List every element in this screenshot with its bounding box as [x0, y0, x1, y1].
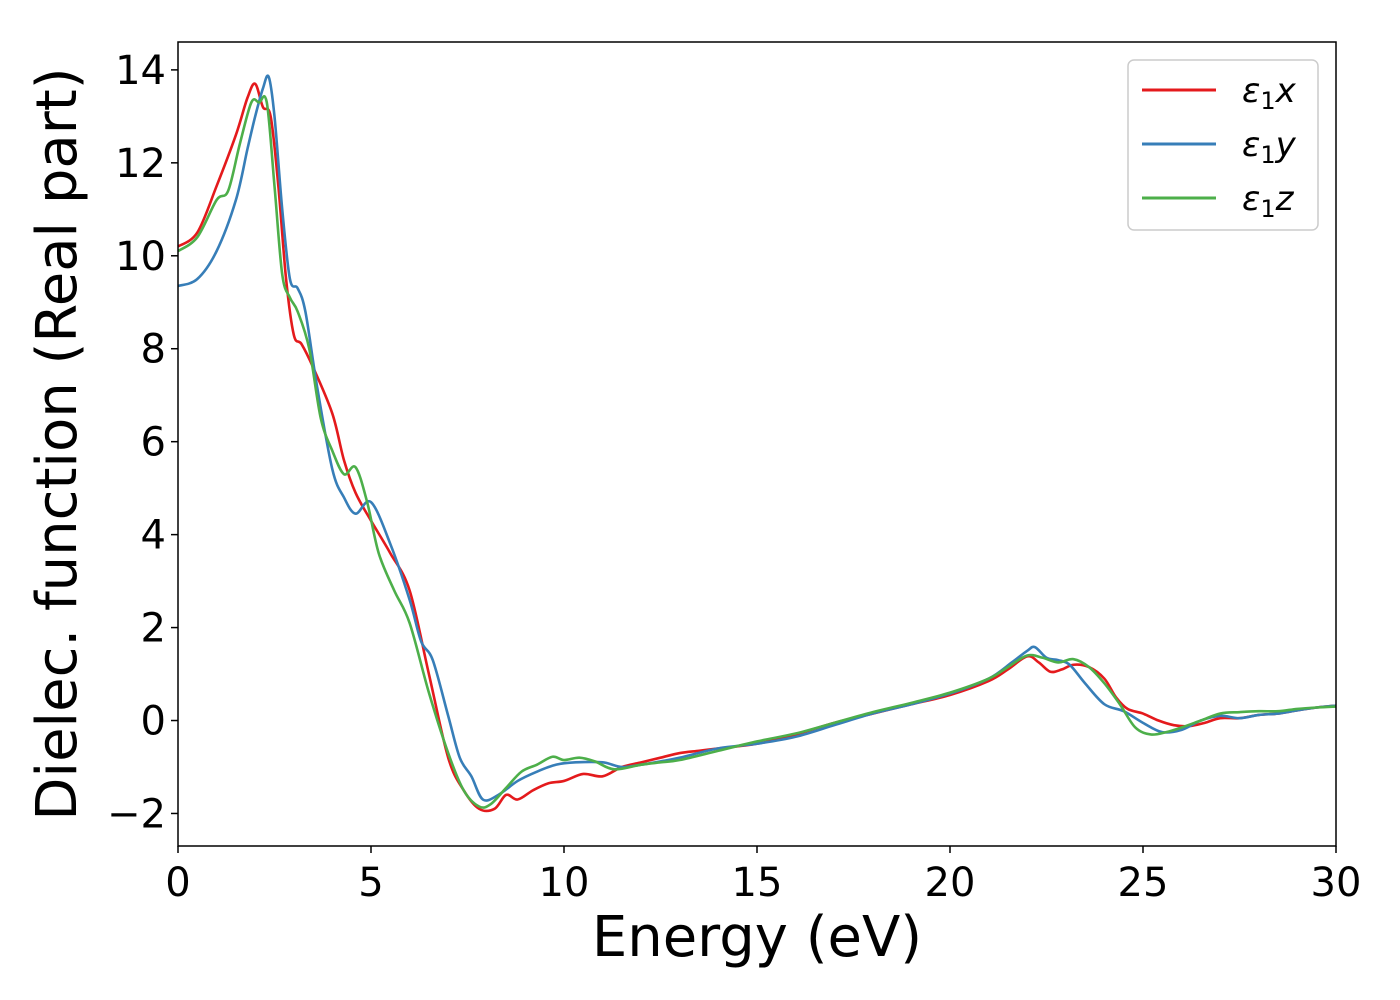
y-axis-label: Dielec. function (Real part)	[25, 67, 90, 820]
y-tick-label: 6	[141, 420, 166, 466]
y-tick-label: 12	[115, 141, 166, 187]
y-axis-ticks: −2 0 2 4 6 8 10 12 14	[107, 48, 178, 838]
x-axis-ticks: 0 5 10 15 20 25 30	[165, 846, 1361, 906]
y-tick-label: 8	[141, 327, 166, 373]
y-tick-label: −2	[107, 791, 166, 837]
x-tick-label: 10	[539, 860, 590, 906]
y-tick-label: 14	[115, 48, 166, 94]
x-tick-label: 30	[1311, 860, 1362, 906]
x-tick-label: 5	[358, 860, 383, 906]
y-tick-label: 2	[141, 606, 166, 652]
x-tick-label: 25	[1118, 860, 1169, 906]
x-axis-label: Energy (eV)	[592, 905, 922, 970]
y-tick-label: 0	[141, 699, 166, 745]
x-tick-label: 15	[732, 860, 783, 906]
x-tick-label: 0	[165, 860, 190, 906]
x-tick-label: 20	[925, 860, 976, 906]
y-tick-label: 10	[115, 234, 166, 280]
y-tick-label: 4	[141, 513, 166, 559]
